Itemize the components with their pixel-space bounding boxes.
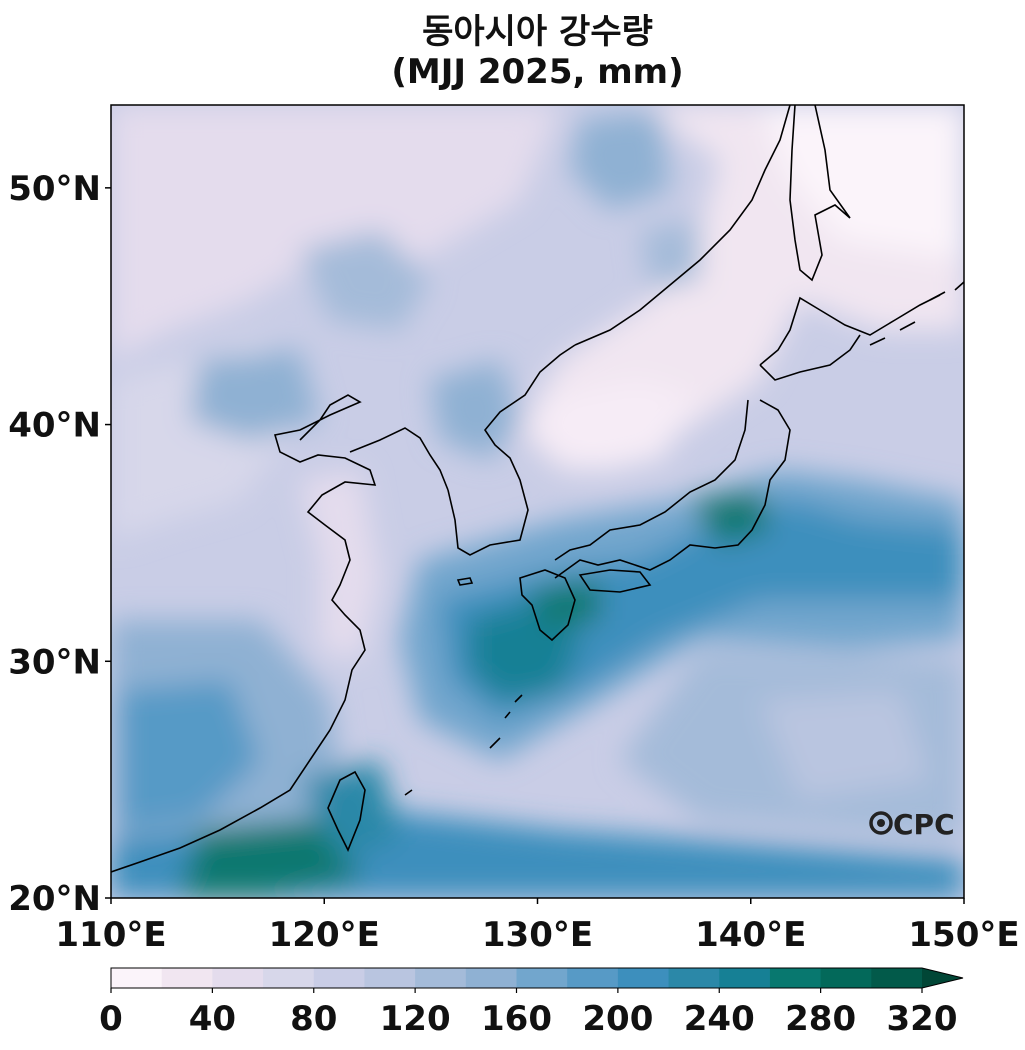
lat-tick-label: 20°N bbox=[8, 879, 101, 919]
lat-tick-label: 40°N bbox=[8, 406, 101, 446]
lon-tick-label: 110°E bbox=[55, 915, 166, 955]
colorbar-segment bbox=[364, 968, 416, 988]
colorbar-extend-arrow bbox=[922, 968, 963, 988]
colorbar-tick-label: 200 bbox=[582, 999, 653, 1039]
colorbar-segment bbox=[719, 968, 771, 988]
colorbar-segment bbox=[161, 968, 213, 988]
colorbar-segment bbox=[415, 968, 467, 988]
colorbar-segment bbox=[465, 968, 517, 988]
map-subtitle: (MJJ 2025, mm) bbox=[391, 52, 684, 92]
colorbar-segment bbox=[668, 968, 720, 988]
colorbar-segment bbox=[212, 968, 264, 988]
colorbar-tick-label: 80 bbox=[290, 999, 337, 1039]
colorbar-outline bbox=[110, 967, 964, 989]
colorbar-segment bbox=[313, 968, 365, 988]
precipitation-field bbox=[111, 105, 964, 898]
colorbar-tick-label: 240 bbox=[684, 999, 755, 1039]
colorbar-tick-label: 280 bbox=[785, 999, 856, 1039]
colorbar-tick-label: 320 bbox=[887, 999, 958, 1039]
logo-text: CPC bbox=[893, 808, 955, 841]
lon-tick-label: 120°E bbox=[269, 915, 380, 955]
lon-tick-label: 140°E bbox=[695, 915, 806, 955]
colorbar-segment bbox=[820, 968, 872, 988]
colorbar-tick-label: 0 bbox=[99, 999, 123, 1039]
longitude-axis: 110°E 120°E 130°E 140°E 150°E bbox=[55, 898, 1020, 955]
colorbar-segment bbox=[111, 968, 163, 988]
coastlines bbox=[111, 105, 964, 873]
lat-tick-label: 30°N bbox=[8, 642, 101, 682]
colorbar-segment bbox=[871, 968, 923, 988]
colorbar-segment bbox=[263, 968, 315, 988]
lon-tick-label: 130°E bbox=[482, 915, 593, 955]
lon-tick-label: 150°E bbox=[908, 915, 1019, 955]
colorbar-tick-label: 160 bbox=[481, 999, 552, 1039]
colorbar-segment bbox=[567, 968, 619, 988]
latitude-axis: 20°N 30°N 40°N 50°N bbox=[8, 169, 111, 919]
colorbar bbox=[110, 967, 964, 989]
cpc-logo: CPC bbox=[869, 808, 955, 841]
colorbar-ticks: 0 40 80 120 160 200 240 280 320 bbox=[99, 988, 957, 1039]
map-title: 동아시아 강수량 bbox=[422, 12, 653, 52]
colorbar-segment bbox=[516, 968, 568, 988]
colorbar-tick-label: 120 bbox=[380, 999, 451, 1039]
colorbar-segment bbox=[617, 968, 670, 988]
lat-tick-label: 50°N bbox=[8, 169, 101, 209]
colorbar-tick-label: 40 bbox=[189, 999, 236, 1039]
colorbar-segment bbox=[769, 968, 822, 988]
